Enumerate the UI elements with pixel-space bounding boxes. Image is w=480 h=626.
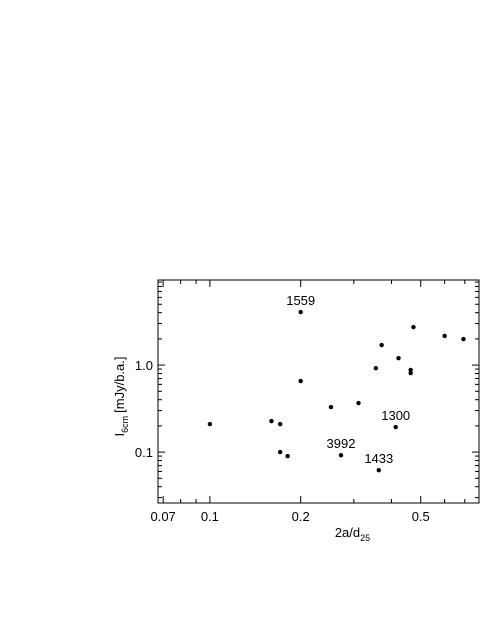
point-label: 3992 (327, 436, 356, 451)
x-tick-label: 0.1 (201, 509, 219, 524)
point (338, 453, 344, 458)
point (328, 404, 334, 410)
point (277, 421, 283, 427)
point (376, 467, 381, 473)
point-label: 1433 (364, 451, 393, 466)
x-axis-label-main: 2a/d (335, 525, 360, 540)
y-tick-label: 1.0 (135, 358, 153, 373)
x-tick-label: 0.07 (150, 509, 175, 524)
point (207, 421, 213, 427)
point (298, 309, 303, 315)
point (393, 424, 398, 430)
point-label: 1559 (286, 293, 315, 308)
point (277, 449, 283, 455)
point (373, 366, 379, 371)
point (411, 324, 416, 330)
point-label: 1300 (381, 408, 410, 423)
point (269, 418, 274, 424)
x-axis-label: 2a/d25 (335, 525, 370, 543)
plot-frame (157, 279, 480, 504)
point (408, 370, 413, 376)
x-tick-label: 0.2 (292, 509, 310, 524)
point (379, 342, 384, 348)
y-tick-label: 0.1 (135, 445, 153, 460)
y-axis-label-sub: 6cm (120, 416, 130, 433)
point (408, 367, 413, 373)
y-axis-label-rest: [mJy/b.a.] (112, 357, 127, 413)
point (461, 336, 466, 342)
point (285, 453, 290, 459)
point (356, 400, 361, 406)
point (442, 333, 447, 339)
y-axis-label: I6cm [mJy/b.a.] (112, 357, 130, 437)
point (298, 378, 303, 384)
x-tick-label: 0.5 (412, 509, 430, 524)
point (396, 355, 401, 361)
x-axis-label-sub: 25 (360, 533, 370, 543)
y-axis-label-main: I (112, 433, 127, 437)
